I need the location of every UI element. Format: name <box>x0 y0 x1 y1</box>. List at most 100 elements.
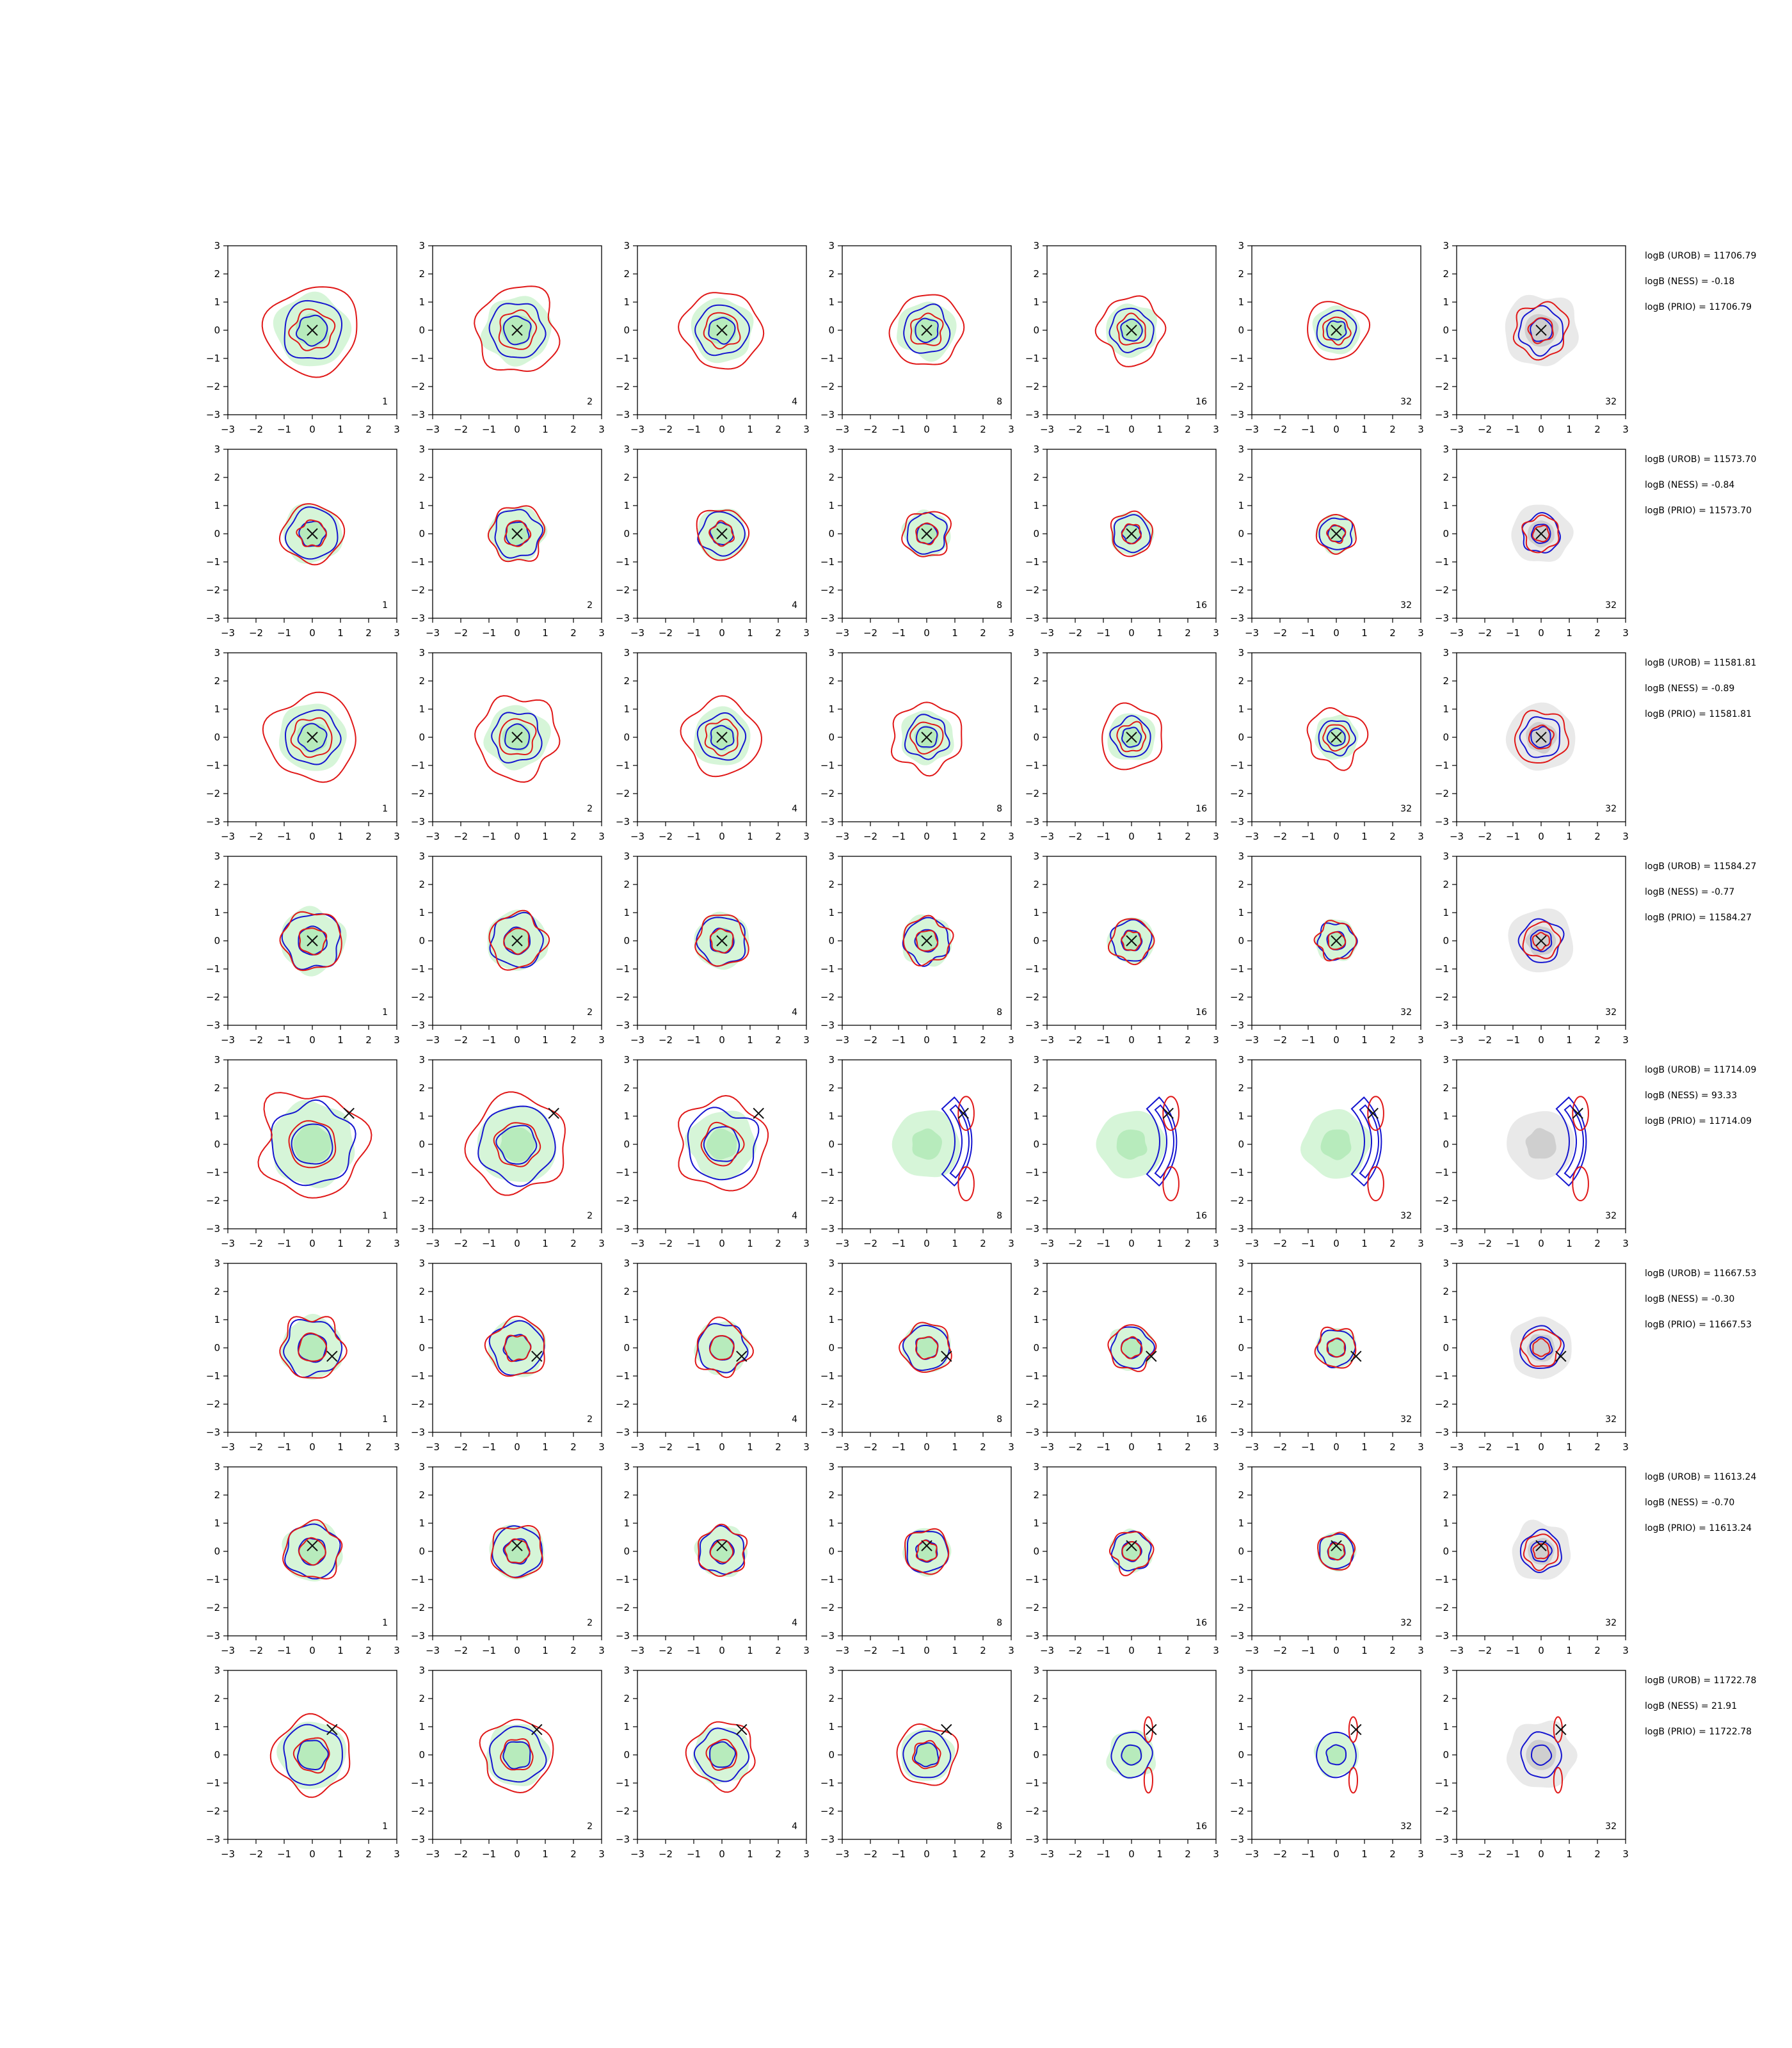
x-tick-label: 2 <box>570 831 577 842</box>
x-tick-label: 2 <box>570 1645 577 1656</box>
x-tick-label: −2 <box>1273 1238 1287 1249</box>
x-tick-label: 2 <box>775 1238 781 1249</box>
x-tick-label: 1 <box>1156 831 1163 842</box>
x-tick-label: −2 <box>1478 627 1492 639</box>
x-tick-label: −2 <box>1068 1645 1082 1656</box>
y-tick-label: 0 <box>419 528 425 540</box>
y-tick-label: −1 <box>1230 963 1244 975</box>
y-tick-label: 2 <box>1238 1286 1244 1297</box>
x-tick-label: 1 <box>1156 1034 1163 1046</box>
blue-contour-outer <box>488 303 547 358</box>
y-tick-label: 2 <box>828 1082 835 1094</box>
x-tick-label: 2 <box>1185 831 1191 842</box>
x-tick-label: 2 <box>775 1645 781 1656</box>
x-tick-label: 1 <box>1361 424 1368 435</box>
y-tick-label: −2 <box>1230 788 1244 799</box>
y-tick-label: 0 <box>1033 1139 1039 1150</box>
x-tick-label: 1 <box>1156 627 1163 639</box>
x-tick-label: −1 <box>277 831 291 842</box>
panel-label: 16 <box>1196 397 1207 407</box>
blue-contour-outer <box>477 1105 556 1187</box>
x-tick-label: −3 <box>221 1034 235 1046</box>
y-tick-label: −3 <box>820 1020 835 1031</box>
plot-area <box>282 1519 343 1581</box>
red-contour-outer <box>282 1519 343 1580</box>
y-tick-label: −1 <box>820 353 835 364</box>
x-tick-label: −2 <box>1068 424 1082 435</box>
x-tick-label: −1 <box>687 1034 701 1046</box>
x-tick-label: 2 <box>980 1238 986 1249</box>
x-tick-label: 0 <box>1333 831 1340 842</box>
blue-contour-outer <box>1113 514 1151 554</box>
y-tick-label: 1 <box>1238 500 1244 511</box>
x-tick-label: 1 <box>1361 1441 1368 1453</box>
y-tick-label: −1 <box>820 556 835 568</box>
x-tick-label: −1 <box>1301 1848 1315 1860</box>
true-value-marker <box>307 528 318 540</box>
y-tick-label: 1 <box>1033 907 1039 918</box>
x-tick-label: −3 <box>630 1645 644 1656</box>
x-tick-label: −1 <box>1506 1848 1520 1860</box>
y-tick-label: 3 <box>214 1665 220 1676</box>
x-tick-label: 0 <box>1333 1441 1340 1453</box>
y-tick-label: −3 <box>1230 816 1244 828</box>
panel-label: 2 <box>587 1007 593 1018</box>
blue-contour-inner <box>709 927 735 954</box>
y-tick-label: 2 <box>1033 1286 1039 1297</box>
panel-label: 32 <box>1605 600 1617 611</box>
y-tick-label: −3 <box>1025 612 1039 624</box>
y-tick-label: 2 <box>1443 879 1449 890</box>
y-tick-label: −3 <box>616 816 630 828</box>
panel-label: 32 <box>1605 1211 1617 1221</box>
x-tick-label: −3 <box>426 1441 440 1453</box>
blue-contour-inner <box>1154 1104 1175 1179</box>
panel-label: 32 <box>1605 1618 1617 1628</box>
y-tick-label: 3 <box>214 1054 220 1066</box>
y-tick-label: 3 <box>1033 1461 1039 1473</box>
plot-area <box>694 1316 754 1379</box>
density-fill-inner <box>1327 1338 1346 1357</box>
y-tick-label: 1 <box>623 703 630 715</box>
x-tick-label: −3 <box>1450 627 1464 639</box>
y-tick-label: −1 <box>411 1574 425 1585</box>
blue-contour-inner <box>1529 1336 1553 1360</box>
blue-contour-outer <box>1108 307 1155 354</box>
y-tick-label: 0 <box>1033 528 1039 540</box>
red-contour-inner <box>708 520 735 547</box>
subplot-r8-c6: −3−3 −2 −2 −1 −1 0 0 1 1 2 2 3 3 32 <box>1230 1665 1424 1860</box>
plot-area <box>484 1315 547 1377</box>
true-value-marker <box>307 935 318 947</box>
plot-area <box>261 286 358 378</box>
red-contour-inner <box>1532 932 1550 951</box>
y-tick-label: −3 <box>616 409 630 420</box>
y-tick-label: 1 <box>1033 1110 1039 1122</box>
x-tick-label: 3 <box>1213 1645 1219 1656</box>
logB-annotation: logB (PRIO) = 11714.09 <box>1645 1116 1752 1126</box>
x-tick-label: 3 <box>1418 1848 1424 1860</box>
y-tick-label: 0 <box>1033 732 1039 743</box>
subplot-r8-c2: −3−3 −2 −2 −1 −1 0 0 1 1 2 2 3 3 2 <box>411 1665 605 1860</box>
x-tick-label: −2 <box>1273 1645 1287 1656</box>
y-tick-label: −1 <box>616 353 630 364</box>
x-tick-label: 1 <box>1156 424 1163 435</box>
subplot-r6-c2: −3−3 −2 −2 −1 −1 0 0 1 1 2 2 3 3 2 <box>411 1258 605 1453</box>
x-tick-label: 0 <box>1128 1034 1135 1046</box>
true-value-marker <box>1367 1107 1379 1119</box>
x-tick-label: −2 <box>863 1645 877 1656</box>
plot-area <box>279 1313 348 1380</box>
x-tick-label: −3 <box>1245 1848 1259 1860</box>
x-tick-label: 2 <box>1185 1441 1191 1453</box>
x-tick-label: 1 <box>542 1238 548 1249</box>
x-tick-label: 2 <box>980 1848 986 1860</box>
x-tick-label: 2 <box>775 1441 781 1453</box>
x-tick-label: 2 <box>775 1848 781 1860</box>
y-tick-label: −3 <box>411 1427 425 1438</box>
y-tick-label: 3 <box>1238 1054 1244 1066</box>
x-tick-label: −2 <box>454 1034 468 1046</box>
x-tick-label: 3 <box>803 1441 810 1453</box>
y-tick-label: −3 <box>206 1427 220 1438</box>
y-tick-label: −2 <box>1230 1195 1244 1206</box>
blue-contour-outer <box>284 1523 341 1580</box>
x-tick-label: 3 <box>394 1441 400 1453</box>
